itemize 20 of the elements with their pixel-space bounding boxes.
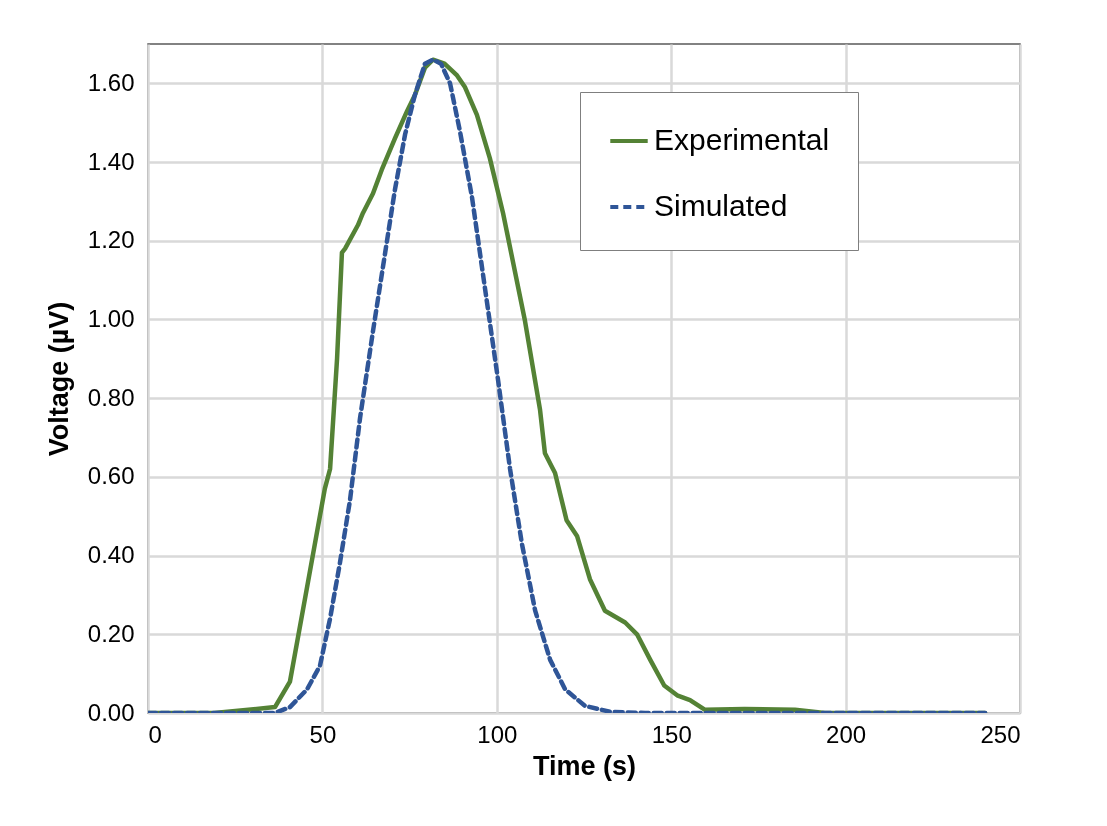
x-tick-label: 50 — [309, 720, 337, 748]
x-tick-label: 0 — [148, 720, 162, 748]
line-series — [148, 57, 988, 713]
legend-label: Experimental — [654, 123, 830, 156]
y-tick-label: 1.20 — [87, 226, 135, 254]
legend-label: Simulated — [654, 189, 788, 222]
x-tick-label: 200 — [826, 720, 867, 748]
y-tick-label: 1.00 — [87, 304, 135, 332]
y-tick-label: 1.40 — [87, 147, 135, 175]
y-tick-label: 0.40 — [87, 541, 135, 569]
y-tick-label: 0.00 — [87, 698, 135, 726]
y-tick-label: 1.60 — [87, 68, 135, 96]
x-tick-label: 150 — [651, 720, 692, 748]
x-tick-label: 250 — [980, 720, 1021, 748]
x-axis-title: Time (s) — [532, 750, 637, 781]
y-tick-label: 0.60 — [87, 462, 135, 490]
y-axis-title: Voltage (µV) — [43, 301, 74, 457]
y-tick-label: 0.20 — [87, 619, 135, 647]
y-tick-label: 0.80 — [87, 383, 135, 411]
x-tick-label: 100 — [477, 720, 518, 748]
